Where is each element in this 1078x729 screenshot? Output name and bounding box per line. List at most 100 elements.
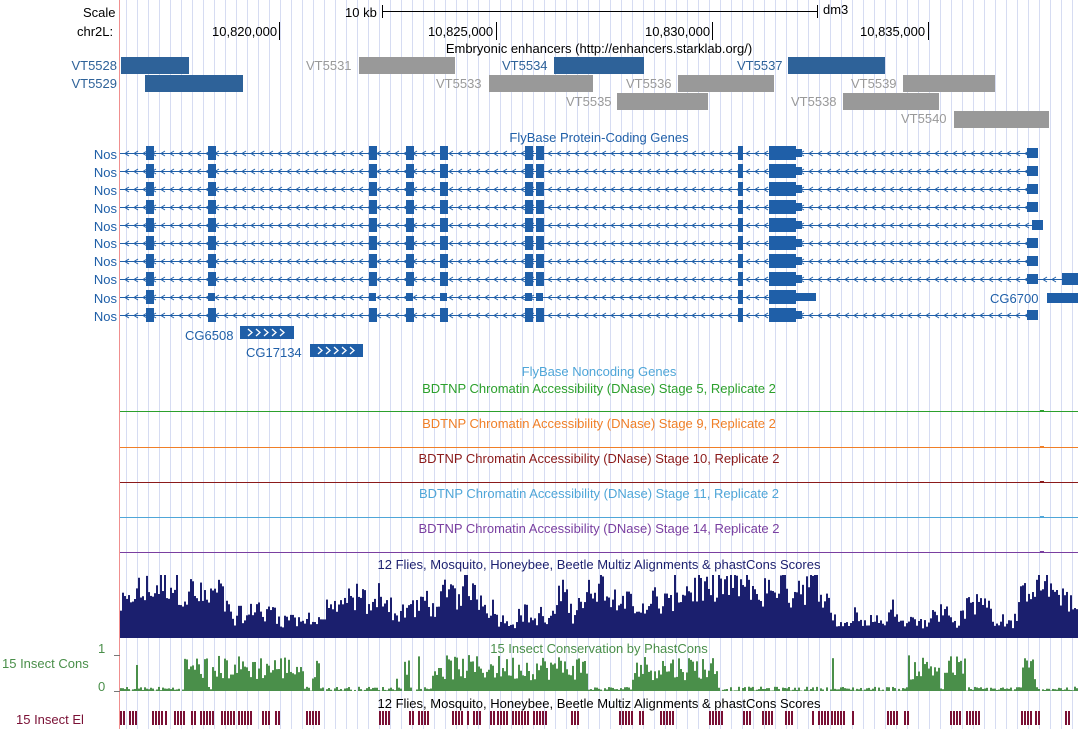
transcript-label[interactable]: Nos <box>93 201 117 216</box>
strand-arrow <box>196 204 202 211</box>
strand-arrow <box>511 150 517 157</box>
enhancer-label-vt5534[interactable]: VT5534 <box>502 58 548 73</box>
strand-arrow <box>142 294 148 301</box>
exon <box>406 200 414 214</box>
transcript-label[interactable]: Nos <box>93 272 117 287</box>
utr <box>796 203 802 211</box>
enhancer-track-title[interactable]: Embryonic enhancers (http://enhancers.st… <box>445 41 753 56</box>
gene-track-title[interactable]: FlyBase Protein-Coding Genes <box>509 130 689 145</box>
strand-arrow <box>448 276 454 283</box>
conserved-element <box>765 711 767 725</box>
enhancer-label-vt5529[interactable]: VT5529 <box>71 76 117 91</box>
strand-arrow <box>196 312 202 319</box>
noncoding-track-title[interactable]: FlyBase Noncoding Genes <box>521 364 677 379</box>
strand-arrow <box>727 312 733 319</box>
conserved-element <box>660 711 662 725</box>
strand-arrow <box>880 150 886 157</box>
conserved-element <box>476 711 478 725</box>
strand-arrow <box>835 240 841 247</box>
enhancer-label-vt5536[interactable]: VT5536 <box>626 76 672 91</box>
enhancer-label-vt5528[interactable]: VT5528 <box>71 58 117 73</box>
multiz-bar <box>930 618 932 638</box>
exon <box>406 236 414 250</box>
dnase-stage10-title[interactable]: BDTNP Chromatin Accessibility (DNase) St… <box>418 451 780 466</box>
phastcons-bar <box>868 687 870 691</box>
enhancer-label-vt5533[interactable]: VT5533 <box>436 76 482 91</box>
multiz-track-title[interactable]: 12 Flies, Mosquito, Honeybee, Beetle Mul… <box>377 557 821 572</box>
phastcons-bar <box>174 689 176 691</box>
transcript-label[interactable]: Nos <box>93 147 117 162</box>
transcript-label[interactable]: Nos <box>93 254 117 269</box>
multiz-bar <box>392 620 394 638</box>
enhancer-label-vt5538[interactable]: VT5538 <box>791 94 837 109</box>
dnase-stage5-title[interactable]: BDTNP Chromatin Accessibility (DNase) St… <box>422 381 776 396</box>
dnase-stage14-title[interactable]: BDTNP Chromatin Accessibility (DNase) St… <box>418 521 780 536</box>
dnase-stage11-title[interactable]: BDTNP Chromatin Accessibility (DNase) St… <box>418 486 780 501</box>
strand-arrow <box>637 276 643 283</box>
multiz-bar <box>968 597 970 638</box>
strand-arrow <box>655 312 661 319</box>
phastcons-bar <box>350 689 352 691</box>
multiz-bar <box>720 578 722 638</box>
phastcons-bar <box>632 679 634 691</box>
multiz-bar <box>894 616 896 638</box>
strand-arrow <box>997 150 1003 157</box>
conserved-element <box>577 711 579 725</box>
phastcons-bar <box>440 668 442 691</box>
multiz-bar <box>534 618 536 638</box>
strand-arrow <box>493 168 499 175</box>
strand-arrow <box>232 150 238 157</box>
transcript-label[interactable]: Nos <box>93 309 117 324</box>
multiz-bar <box>328 607 330 638</box>
enhancer-label-vt5537[interactable]: VT5537 <box>737 58 783 73</box>
multiz-bar <box>560 601 562 638</box>
enhancer-label-vt5539[interactable]: VT5539 <box>851 76 897 91</box>
phastcons-bar <box>978 688 980 691</box>
phastcons-track-title[interactable]: 15 Insect Conservation by PhastCons <box>490 641 708 656</box>
exon <box>525 254 533 268</box>
strand-arrow <box>565 150 571 157</box>
elements-track-title[interactable]: 12 Flies, Mosquito, Honeybee, Beetle Mul… <box>377 696 821 711</box>
multiz-bar <box>850 622 852 638</box>
strand-arrow <box>466 168 472 175</box>
conserved-element <box>479 711 481 725</box>
strand-arrow <box>871 150 877 157</box>
phastcons-bar <box>950 656 952 691</box>
strand-arrow <box>241 186 247 193</box>
gene-label-cg17134[interactable]: CG17134 <box>246 345 302 360</box>
phastcons-bar <box>756 689 758 691</box>
enhancer-label-vt5531[interactable]: VT5531 <box>306 58 352 73</box>
strand-arrow <box>565 186 571 193</box>
exon <box>536 254 544 268</box>
enhancer-label-vt5540[interactable]: VT5540 <box>901 111 947 126</box>
transcript-label[interactable]: Nos <box>93 183 117 198</box>
transcript-label[interactable]: Nos <box>93 236 117 251</box>
strand-arrow <box>691 276 697 283</box>
gene-label-cg6700[interactable]: CG6700 <box>990 291 1039 306</box>
strand-arrow <box>808 312 814 319</box>
transcript-label[interactable]: Nos <box>93 219 117 234</box>
elements-side-label[interactable]: 15 Insect El <box>16 712 84 727</box>
strand-arrow <box>1006 168 1012 175</box>
multiz-bar <box>152 596 154 638</box>
phastcons-bar <box>1038 688 1040 691</box>
transcript-label[interactable]: Nos <box>93 291 117 306</box>
enhancer-label-vt5535[interactable]: VT5535 <box>566 94 612 109</box>
gene-label-cg6508[interactable]: CG6508 <box>185 328 234 343</box>
strand-arrow <box>601 150 607 157</box>
multiz-bar <box>596 601 598 638</box>
conserved-element <box>309 711 311 725</box>
dnase-stage9-title[interactable]: BDTNP Chromatin Accessibility (DNase) St… <box>422 416 776 431</box>
multiz-bar <box>242 623 244 638</box>
strand-arrow <box>745 222 751 229</box>
strand-arrow <box>907 240 913 247</box>
phastcons-side-label[interactable]: 15 Insect Cons <box>2 656 89 671</box>
multiz-bar <box>988 600 990 638</box>
transcript-label[interactable]: Nos <box>93 165 117 180</box>
multiz-bar <box>880 620 882 638</box>
strand-arrow <box>655 222 661 229</box>
conserved-element <box>771 711 773 725</box>
strand-arrow <box>655 150 661 157</box>
